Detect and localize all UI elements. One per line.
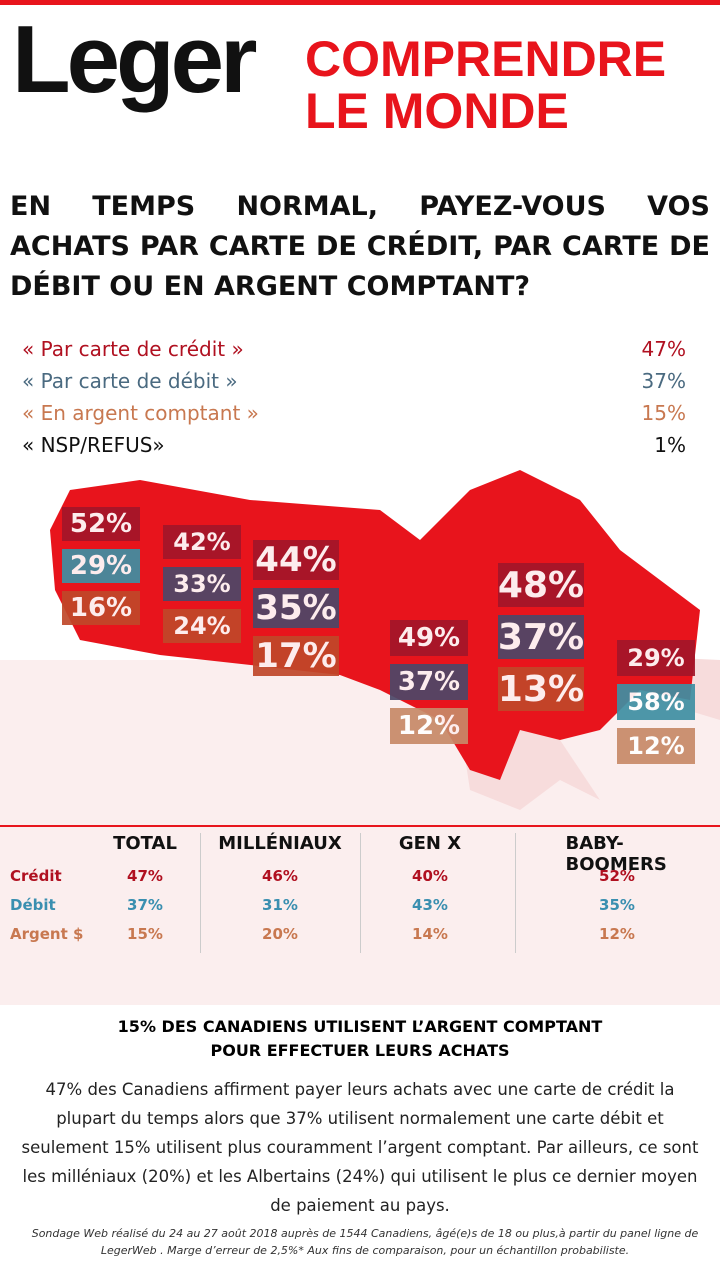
region-value: 48% [497, 563, 585, 607]
table-cell: 52% [599, 867, 635, 885]
question: EN TEMPS NORMAL, PAYEZ-VOUS VOS ACHATS P… [10, 191, 710, 302]
divider [0, 825, 720, 827]
table-cell: 12% [599, 925, 635, 943]
region-value: 44% [253, 540, 339, 580]
column-separator [360, 833, 361, 953]
region-value: 17% [253, 636, 339, 676]
table-cell: 35% [599, 896, 635, 914]
region-value: 33% [163, 567, 241, 601]
region-value: 12% [617, 728, 695, 764]
table-cell: 47% [127, 867, 163, 885]
table-cell: 14% [412, 925, 448, 943]
region-value: 16% [62, 591, 140, 625]
logo-tagline: LE MONDE [305, 83, 569, 139]
answer-value: 37% [641, 369, 686, 393]
table-header: BABY-BOOMERS [565, 833, 667, 875]
region-value: 37% [390, 664, 468, 700]
answer-label: « Par carte de débit » [22, 369, 238, 393]
logo-tagline: COMPRENDRE [305, 31, 667, 87]
row-label: Débit [10, 896, 56, 914]
text-panel [0, 1005, 720, 1271]
region-value: 13% [497, 667, 585, 711]
table-cell: 40% [412, 867, 448, 885]
table-cell: 43% [412, 896, 448, 914]
region-value: 24% [163, 609, 241, 643]
region-value: 29% [617, 640, 695, 676]
table-cell: 37% [127, 896, 163, 914]
answer-value: 15% [641, 401, 686, 425]
region-value: 37% [497, 615, 585, 659]
headline: 15% DES CANADIENS UTILISENT L’ARGENT COM… [117, 1017, 603, 1036]
answer-value: 47% [641, 337, 686, 361]
table-header: TOTAL [113, 833, 177, 854]
table-cell: 20% [262, 925, 298, 943]
column-separator [200, 833, 201, 953]
answer-value: 1% [654, 433, 686, 457]
region-value: 49% [390, 620, 468, 656]
row-label: Argent $ [10, 925, 84, 943]
table-header: MILLÉNIAUX [218, 833, 342, 854]
region-value: 52% [62, 507, 140, 541]
answer-label: « En argent comptant » [22, 401, 259, 425]
region-value: 29% [62, 549, 140, 583]
region-value: 12% [390, 708, 468, 744]
column-separator [515, 833, 516, 953]
row-label: Crédit [10, 867, 62, 885]
region-value: 58% [617, 684, 695, 720]
headline: POUR EFFECTUER LEURS ACHATS [210, 1041, 510, 1060]
table-cell: 46% [262, 867, 298, 885]
logo-brand: Leger [12, 6, 257, 113]
region-value: 42% [163, 525, 241, 559]
answer-label: « Par carte de crédit » [22, 337, 244, 361]
region-value: 35% [253, 588, 339, 628]
table-cell: 31% [262, 896, 298, 914]
table-header: GEN X [398, 833, 462, 854]
table-cell: 15% [127, 925, 163, 943]
answer-label: « NSP/REFUS» [22, 433, 165, 457]
body-text: 47% des Canadiens affirment payer leurs … [21, 1080, 699, 1215]
footnote: Sondage Web réalisé du 24 au 27 août 201… [31, 1227, 699, 1257]
